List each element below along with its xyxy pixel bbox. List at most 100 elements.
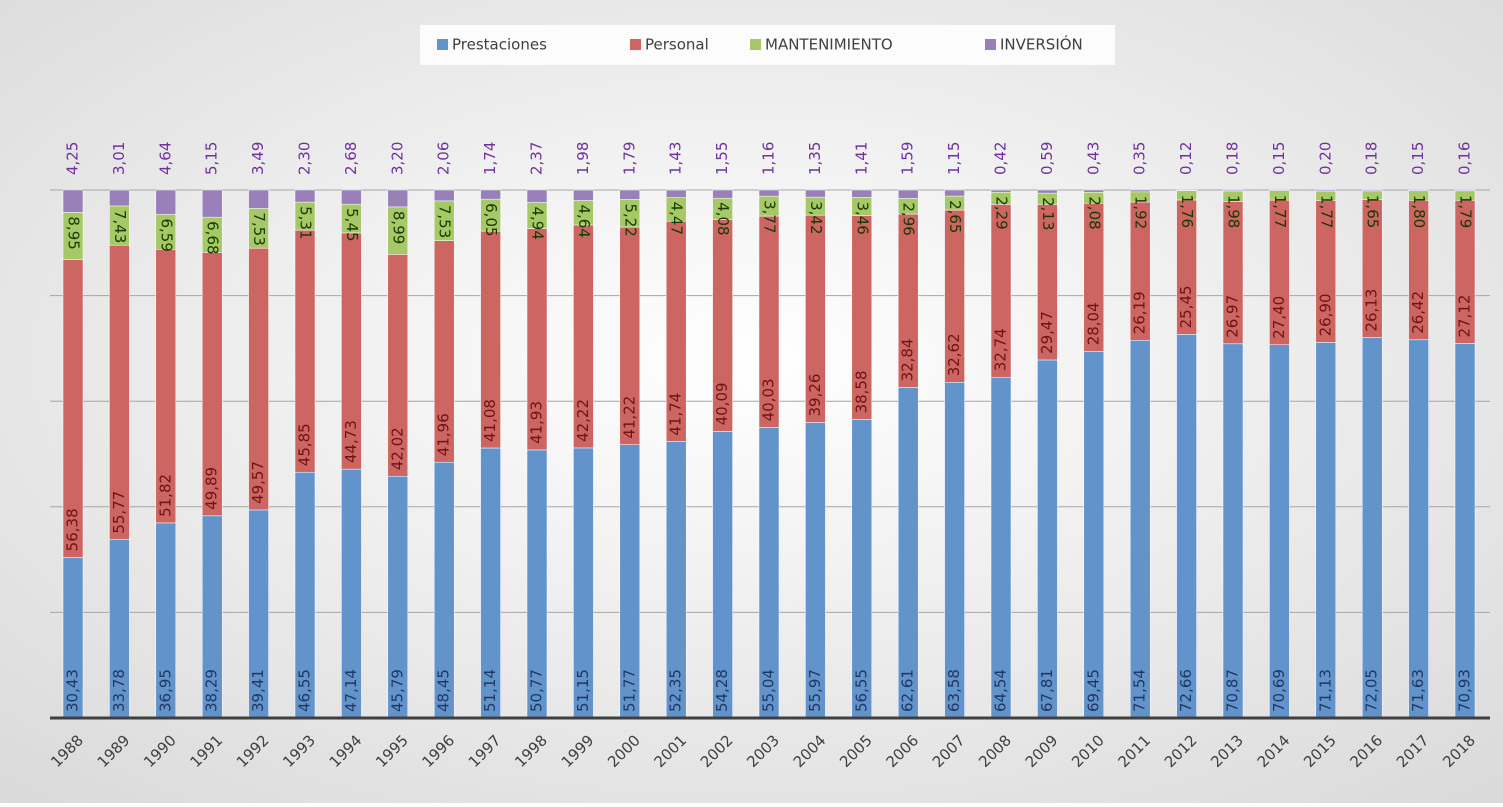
bar-segment — [341, 189, 362, 205]
bar-segment — [851, 189, 873, 198]
data-label: 63,58 — [945, 669, 963, 712]
data-label: 45,79 — [388, 669, 406, 712]
data-label: 27,12 — [1456, 295, 1474, 338]
data-label: 7,53 — [250, 212, 268, 245]
bar-segment — [712, 189, 733, 199]
bar-segment — [1315, 189, 1337, 192]
data-label: 3,42 — [807, 201, 825, 234]
data-label: 2,13 — [1039, 197, 1057, 230]
data-label: 71,13 — [1316, 669, 1334, 712]
bar-segment — [573, 189, 594, 201]
data-label: 50,77 — [528, 669, 546, 712]
data-label: 55,04 — [760, 669, 778, 712]
bar-segment — [1408, 189, 1429, 192]
data-label: 4,64 — [156, 142, 174, 175]
bar-segment — [1222, 343, 1244, 719]
data-label: 26,90 — [1316, 293, 1334, 336]
data-label: 8,95 — [65, 216, 83, 249]
bar-segment — [897, 387, 919, 719]
data-label: 55,97 — [806, 669, 824, 712]
data-label: 48,45 — [435, 669, 453, 712]
bar-segment — [990, 376, 1012, 719]
bar-segment — [1037, 189, 1058, 194]
bar-segment — [1129, 340, 1151, 719]
data-label: 1,59 — [899, 142, 917, 175]
bar-segment — [1176, 189, 1197, 191]
data-label: 46,55 — [296, 669, 314, 712]
data-label: 36,95 — [156, 669, 174, 712]
data-label: 2,68 — [342, 142, 360, 175]
data-label: 41,74 — [667, 393, 685, 436]
data-label: 8,99 — [389, 211, 407, 244]
data-label: 0,35 — [1131, 142, 1149, 175]
data-label: 38,58 — [852, 370, 870, 413]
data-label: 70,87 — [1224, 669, 1242, 712]
bar-segment — [526, 189, 548, 203]
bar-segment — [805, 189, 826, 198]
data-label: 0,20 — [1316, 142, 1334, 175]
data-label: 45,85 — [296, 423, 314, 466]
data-label: 70,93 — [1456, 669, 1474, 712]
data-label: 1,98 — [1225, 195, 1243, 228]
bar-segment — [1454, 343, 1476, 719]
data-label: 41,22 — [620, 396, 638, 439]
data-label: 28,04 — [1084, 302, 1102, 345]
data-label: 26,13 — [1363, 289, 1381, 332]
data-label: 72,05 — [1363, 669, 1381, 712]
data-label: 42,22 — [574, 399, 592, 442]
bar-segment — [248, 189, 269, 209]
bar-segment — [1315, 342, 1337, 719]
bar-segment — [758, 189, 780, 197]
data-label: 2,06 — [435, 142, 453, 175]
data-label: 6,05 — [482, 203, 500, 236]
data-label: 41,08 — [481, 399, 499, 442]
data-label: 3,01 — [110, 142, 128, 175]
data-label: 0,18 — [1363, 142, 1381, 175]
bar-segment — [897, 189, 919, 199]
data-label: 2,37 — [528, 142, 546, 175]
bar-segment — [944, 382, 965, 719]
data-label: 1,76 — [1178, 195, 1196, 228]
data-label: 49,57 — [249, 461, 267, 504]
bar-segment — [433, 189, 455, 202]
data-label: 33,78 — [110, 669, 128, 712]
bar-segment — [1129, 189, 1151, 193]
data-label: 1,80 — [1410, 195, 1428, 228]
data-label: 2,29 — [993, 196, 1011, 229]
data-label: 26,42 — [1409, 291, 1427, 334]
data-label: 42,02 — [388, 427, 406, 470]
data-label: 40,03 — [760, 378, 778, 421]
data-label: 6,59 — [157, 218, 175, 251]
data-label: 4,08 — [714, 202, 732, 235]
data-label: 71,63 — [1409, 669, 1427, 712]
bar-segment — [480, 189, 501, 200]
data-label: 30,43 — [64, 669, 82, 712]
data-label: 27,40 — [1270, 296, 1288, 339]
data-label: 2,30 — [296, 142, 314, 175]
data-label: 32,74 — [992, 328, 1010, 371]
data-label: 72,66 — [1177, 669, 1195, 712]
data-label: 47,14 — [342, 669, 360, 712]
data-label: 38,29 — [203, 669, 221, 712]
bar-segment — [1408, 339, 1429, 719]
data-label: 1,79 — [1457, 195, 1475, 228]
data-label: 1,35 — [806, 142, 824, 175]
bar-segment — [1083, 189, 1105, 193]
bar-segment — [1361, 337, 1383, 719]
bar-segment — [1361, 189, 1383, 192]
data-label: 56,38 — [64, 508, 82, 551]
data-label: 26,19 — [1131, 291, 1149, 334]
legend-swatch — [750, 39, 761, 50]
data-label: 0,15 — [1270, 142, 1288, 175]
data-label: 1,43 — [667, 142, 685, 175]
legend-swatch — [437, 39, 448, 50]
data-label: 41,96 — [435, 413, 453, 456]
bar-segment — [155, 189, 177, 215]
data-label: 1,55 — [713, 142, 731, 175]
data-label: 1,74 — [481, 142, 499, 175]
bar-segment — [990, 189, 1012, 193]
legend-swatch — [985, 39, 996, 50]
data-label: 7,43 — [111, 210, 129, 243]
data-label: 0,18 — [1224, 142, 1242, 175]
